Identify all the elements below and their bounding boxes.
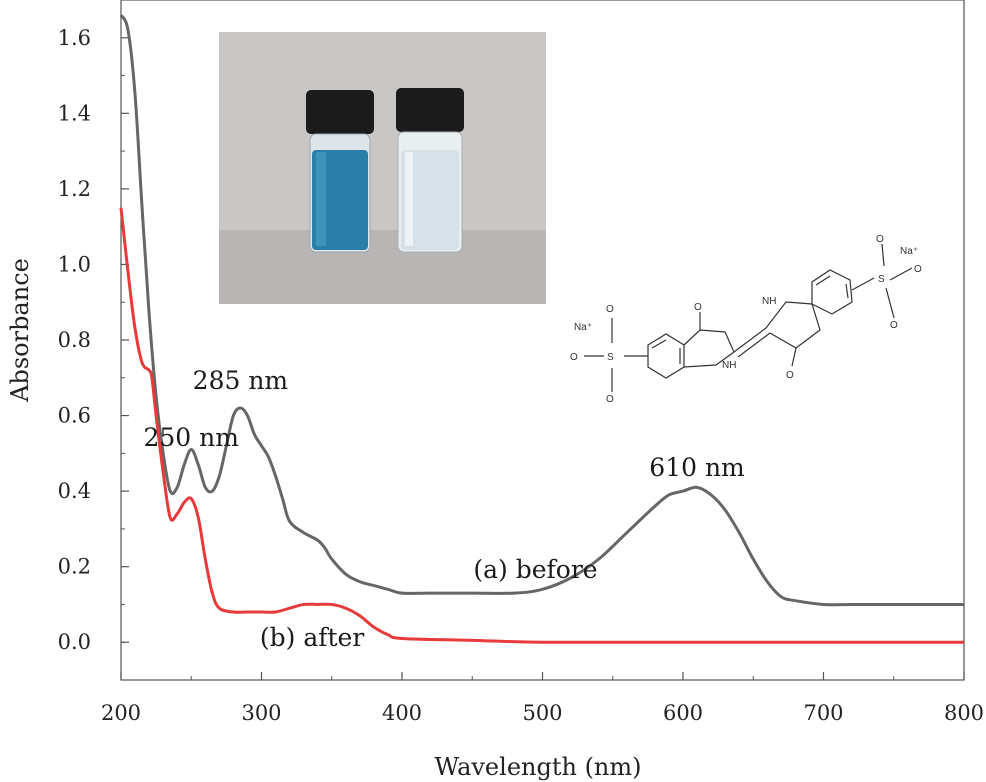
sulfur-right: S xyxy=(878,274,885,285)
annotation-label: 285 nm xyxy=(193,366,289,395)
annotation-label: 610 nm xyxy=(649,453,745,482)
y-tick-label: 1.2 xyxy=(58,177,91,201)
series-layer xyxy=(119,14,964,644)
x-tick-label: 600 xyxy=(663,701,703,725)
y-axis-title: Absorbance xyxy=(6,258,34,403)
oxygen-label: O xyxy=(570,352,578,363)
x-tick-label: 500 xyxy=(522,701,562,725)
y-tick-label: 1.6 xyxy=(58,26,91,50)
y-tick-label: 1.0 xyxy=(58,252,91,276)
indigo-carmine-structure xyxy=(584,243,913,392)
x-tick-label: 300 xyxy=(241,701,281,725)
y-axis: 0.0 0.2 0.4 0.6 0.8 1.0 1.2 1.4 1.6 xyxy=(58,0,129,654)
vial-before xyxy=(306,90,374,253)
y-tick-label: 0.8 xyxy=(58,328,91,352)
annotation-label: (b) after xyxy=(260,623,364,652)
y-tick-label: 0.0 xyxy=(58,630,91,654)
sodium-right: Na⁺ xyxy=(900,246,918,257)
x-tick-label: 200 xyxy=(101,701,141,725)
y-tick-label: 1.4 xyxy=(58,101,91,125)
vials-photo xyxy=(219,32,546,304)
oxygen-label: O xyxy=(876,234,884,245)
annotation-label: 250 nm xyxy=(144,423,240,452)
clear-solution xyxy=(401,150,459,250)
y-tick-label: 0.6 xyxy=(58,404,91,428)
oxygen-label: O xyxy=(606,304,614,315)
structure-labels: S O O O Na⁺ O NH NH O S O O O Na⁺ xyxy=(570,234,922,405)
right-benzene-ring xyxy=(811,269,853,315)
series-after-line xyxy=(119,207,964,644)
sulfur-left: S xyxy=(607,352,614,363)
x-tick-label: 800 xyxy=(944,701,984,725)
x-axis-title: Wavelength (nm) xyxy=(434,753,641,781)
vial-after xyxy=(396,88,464,253)
oxygen-label: O xyxy=(890,320,898,331)
oxygen-label: O xyxy=(914,264,922,275)
vial-cap xyxy=(306,90,374,134)
oxygen-label: O xyxy=(694,302,702,313)
oxygen-label: O xyxy=(606,394,614,405)
series-before-line xyxy=(119,14,964,607)
sodium-left: Na⁺ xyxy=(574,322,592,333)
x-axis: 200 300 400 500 600 700 800 xyxy=(101,672,984,725)
annotations: 285 nm 250 nm 610 nm (a) before (b) after xyxy=(144,366,746,652)
x-tick-label: 700 xyxy=(803,701,843,725)
nh-bottom: NH xyxy=(722,360,736,371)
x-tick-label: 400 xyxy=(382,701,422,725)
annotation-label: (a) before xyxy=(473,555,597,584)
nh-top: NH xyxy=(762,296,776,307)
vial-cap xyxy=(396,88,464,132)
oxygen-label: O xyxy=(786,370,794,381)
y-tick-label: 0.2 xyxy=(58,555,91,579)
y-tick-label: 0.4 xyxy=(58,479,91,503)
